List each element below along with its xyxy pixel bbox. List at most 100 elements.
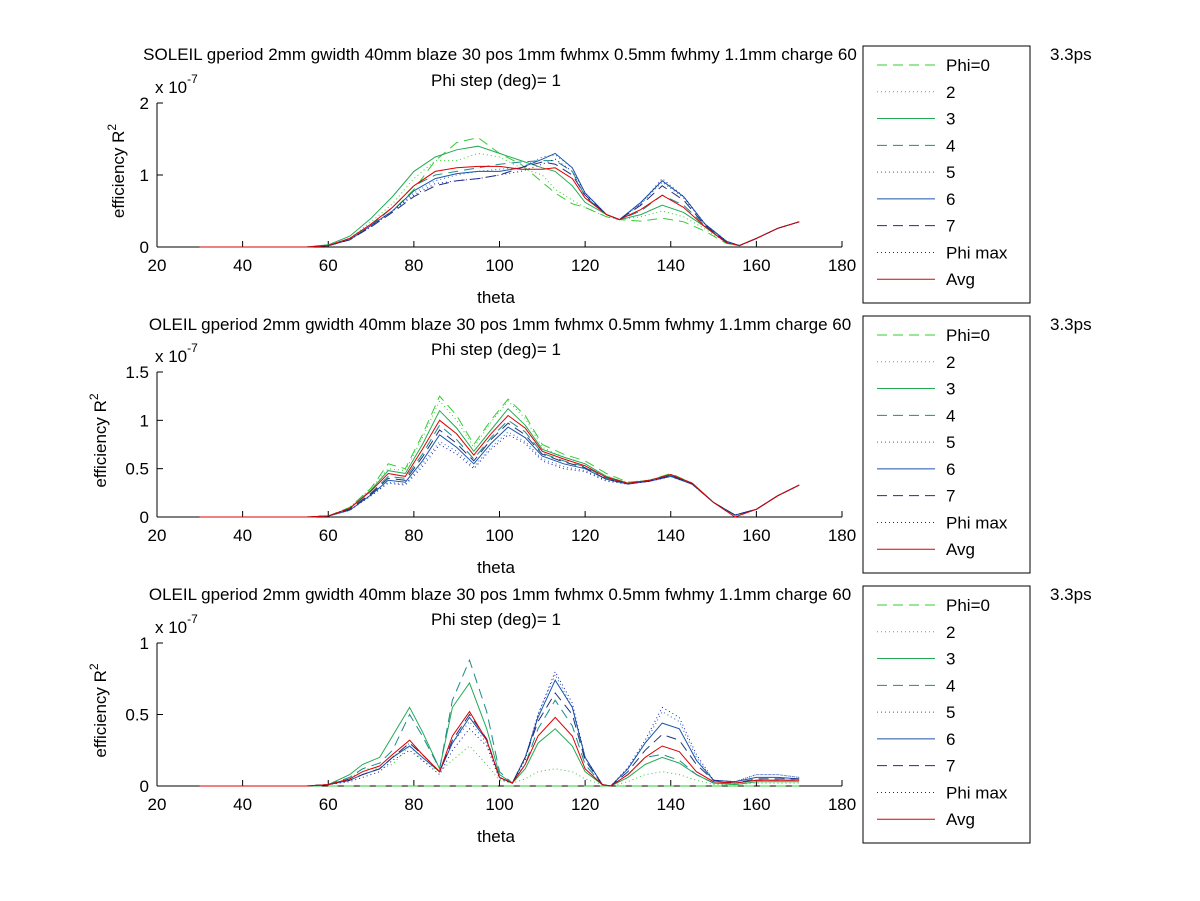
legend-label: 5 [946, 433, 955, 452]
legend: Phi=0 2 3 4 5 6 7 Phi max Avg [862, 315, 1031, 574]
x-tick-label: 80 [404, 256, 423, 275]
x-tick-label: 160 [742, 256, 770, 275]
y-exponent-power: -7 [187, 612, 198, 626]
x-tick-label: 100 [485, 526, 513, 545]
y-tick-label: 2 [140, 94, 149, 113]
y-exponent-label: x 10-7 [155, 72, 198, 97]
x-tick-label: 140 [657, 526, 685, 545]
y-axis-label: efficiency R2 [87, 393, 110, 488]
y-tick-label: 1 [140, 634, 149, 653]
legend-label: 5 [946, 703, 955, 722]
x-tick-label: 100 [485, 256, 513, 275]
legend-label: 6 [946, 460, 955, 479]
x-tick-label: 20 [148, 526, 167, 545]
x-axis-label: theta [477, 827, 515, 846]
chart-subtitle: Phi step (deg)= 1 [431, 340, 561, 359]
legend-label: Phi max [946, 513, 1008, 532]
series-line-3 [199, 145, 800, 248]
y-tick-label: 1 [140, 166, 149, 185]
legend-label: Phi max [946, 243, 1008, 262]
chart-subtitle: Phi step (deg)= 1 [431, 610, 561, 629]
y-axis-label-superscript: 2 [87, 393, 101, 400]
y-tick-label: 0.5 [125, 706, 149, 725]
y-axis-label-text: efficiency R [91, 670, 110, 758]
series-line-avg [199, 414, 800, 518]
chart-title: OLEIL gperiod 2mm gwidth 40mm blaze 30 p… [149, 585, 851, 604]
x-tick-label: 40 [233, 795, 252, 814]
x-tick-label: 160 [742, 795, 770, 814]
x-tick-label: 80 [404, 795, 423, 814]
y-exponent-base: x 10 [155, 618, 187, 637]
series-line-avg [199, 165, 800, 248]
series-line-phi-max [199, 158, 800, 248]
series-line-7 [199, 692, 800, 787]
legend-label: 2 [946, 353, 955, 372]
x-axis-label: theta [477, 288, 515, 307]
y-tick-label: 1.5 [125, 363, 149, 382]
x-tick-label: 180 [828, 526, 856, 545]
x-tick-label: 120 [571, 795, 599, 814]
legend: Phi=0 2 3 4 5 6 7 Phi max Avg [862, 585, 1031, 844]
legend-label: 4 [946, 406, 955, 425]
y-axis-label: efficiency R2 [87, 663, 110, 758]
legend-label: 7 [946, 487, 955, 506]
chart-title: OLEIL gperiod 2mm gwidth 40mm blaze 30 p… [149, 315, 851, 334]
chart-title-tail: 3.3ps [1050, 585, 1092, 604]
legend-label: 3 [946, 110, 955, 129]
legend-label: 3 [946, 380, 955, 399]
chart-title-tail: 3.3ps [1050, 45, 1092, 64]
x-tick-label: 60 [319, 256, 338, 275]
legend-label: 4 [946, 136, 955, 155]
legend-label: 7 [946, 217, 955, 236]
x-tick-label: 100 [485, 795, 513, 814]
legend-label: Avg [946, 270, 975, 289]
legend-label: 7 [946, 757, 955, 776]
legend-label: 6 [946, 190, 955, 209]
legend-label: 4 [946, 676, 955, 695]
legend-label: 3 [946, 650, 955, 669]
y-exponent-base: x 10 [155, 78, 187, 97]
x-tick-label: 40 [233, 256, 252, 275]
y-axis-label-superscript: 2 [87, 663, 101, 670]
y-tick-label: 1 [140, 411, 149, 430]
subplot-3: OLEIL gperiod 2mm gwidth 40mm blaze 30 p… [87, 585, 1092, 846]
legend-label: 2 [946, 83, 955, 102]
legend-label: Avg [946, 810, 975, 829]
series-line-phi-max [199, 670, 800, 787]
y-exponent-base: x 10 [155, 347, 187, 366]
subplot-1: SOLEIL gperiod 2mm gwidth 40mm blaze 30 … [105, 45, 1092, 307]
y-exponent-label: x 10-7 [155, 341, 198, 366]
subplot-2: OLEIL gperiod 2mm gwidth 40mm blaze 30 p… [87, 315, 1092, 577]
y-axis-label: efficiency R2 [105, 124, 128, 219]
series-line-4 [199, 419, 800, 518]
y-tick-label: 0 [140, 508, 149, 527]
x-tick-label: 140 [657, 256, 685, 275]
legend-box [862, 585, 1031, 844]
y-exponent-power: -7 [187, 72, 198, 86]
series-line-avg [199, 710, 800, 787]
x-tick-label: 120 [571, 256, 599, 275]
chart-subtitle: Phi step (deg)= 1 [431, 71, 561, 90]
x-tick-label: 80 [404, 526, 423, 545]
y-exponent-label: x 10-7 [155, 612, 198, 637]
series-line-5 [199, 431, 800, 518]
x-tick-label: 180 [828, 256, 856, 275]
x-tick-label: 40 [233, 526, 252, 545]
legend-label: Phi max [946, 783, 1008, 802]
legend-label: Phi=0 [946, 326, 990, 345]
x-axis-label: theta [477, 558, 515, 577]
series-line-phi-max [199, 434, 800, 518]
series-line-4 [199, 160, 800, 248]
x-tick-label: 20 [148, 256, 167, 275]
legend-label: Phi=0 [946, 596, 990, 615]
series-line-6 [199, 152, 800, 248]
legend-label: 6 [946, 730, 955, 749]
series-line-5 [199, 673, 800, 787]
x-tick-label: 20 [148, 795, 167, 814]
series-line-7 [199, 422, 800, 518]
y-axis-label-superscript: 2 [105, 124, 119, 131]
y-tick-label: 0.5 [125, 460, 149, 479]
x-tick-label: 160 [742, 526, 770, 545]
series-line-7 [199, 161, 800, 248]
